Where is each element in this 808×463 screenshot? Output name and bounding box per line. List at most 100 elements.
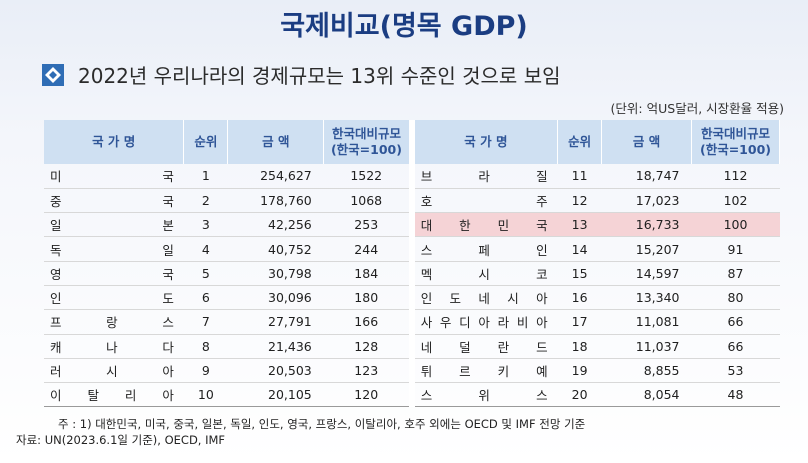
- country-char: 우: [439, 315, 452, 331]
- relative-cell: 112: [691, 164, 780, 189]
- relative-cell: 66: [691, 309, 780, 335]
- rank-cell: 18: [557, 334, 602, 359]
- header-relative-left: 한국대비규모 (한국=100): [323, 120, 413, 164]
- unit-note: (단위: 억US달러, 시장환율 적용): [610, 101, 784, 116]
- country-char: 독: [50, 242, 62, 258]
- rank-cell: 19: [557, 358, 602, 384]
- relative-cell: 1068: [323, 188, 412, 214]
- amount-cell: 8,054: [601, 382, 692, 408]
- rank-cell: 11: [557, 164, 602, 189]
- country-char: 스: [536, 388, 548, 404]
- country-char: 사: [420, 315, 433, 331]
- header-amount-right: 금 액: [601, 120, 692, 164]
- amount-cell: 21,436: [227, 334, 324, 359]
- country-char: 드: [536, 339, 548, 355]
- country-char: 질: [536, 169, 548, 185]
- amount-cell: 17,023: [601, 188, 692, 214]
- country-char: 키: [497, 364, 510, 380]
- relative-cell: 80: [691, 285, 780, 311]
- country-char: 네: [420, 339, 433, 355]
- source-note: 자료: UN(2023.6.1일 기준), OECD, IMF: [16, 433, 226, 447]
- rank-cell: 13: [557, 212, 602, 238]
- relative-cell: 48: [691, 382, 780, 408]
- rank-cell: 10: [183, 382, 228, 408]
- amount-cell: 15,207: [601, 236, 692, 262]
- country-char: 다: [162, 339, 174, 355]
- country-char: 인: [536, 242, 548, 258]
- table-row: 독 일 4 40,752 244 스 페 인 14 15,207 91: [44, 236, 780, 262]
- country-char: 리: [124, 388, 137, 404]
- relative-cell: 180: [323, 285, 412, 311]
- country-char: 덜: [459, 339, 471, 355]
- country-char: 국: [162, 169, 174, 185]
- amount-cell: 20,503: [227, 358, 324, 384]
- header-country-right: 국 가 명: [408, 120, 559, 164]
- country-char: 아: [162, 364, 174, 380]
- rank-cell: 1: [183, 164, 228, 189]
- country-char: 대: [420, 218, 433, 234]
- table-row: 캐 나 다 8 21,436 128 네 덜 란 드 18 11,037 66: [44, 334, 780, 359]
- country-char: 이: [50, 388, 62, 404]
- country-char: 본: [162, 218, 174, 234]
- country-char: 국: [536, 218, 548, 234]
- diamond-bullet-icon: [42, 63, 64, 86]
- rank-cell: 14: [557, 236, 602, 262]
- country-char: 일: [50, 218, 62, 234]
- country-char: 스: [162, 315, 174, 331]
- country-char: 위: [478, 388, 490, 404]
- amount-cell: 16,733: [601, 212, 692, 238]
- amount-cell: 13,340: [601, 285, 692, 311]
- country-char: 나: [106, 339, 118, 355]
- country-char: 프: [50, 315, 62, 331]
- country-char: 시: [106, 364, 118, 380]
- rank-cell: 6: [183, 285, 228, 311]
- page-title: 국제비교(명목 GDP): [280, 11, 528, 42]
- country-char: 라: [478, 169, 490, 185]
- country-char: 도: [162, 291, 174, 307]
- country-char: 인: [420, 291, 433, 307]
- rank-cell: 4: [183, 236, 228, 262]
- relative-cell: 1522: [323, 164, 412, 189]
- country-char: 멕: [420, 266, 433, 282]
- relative-cell: 91: [691, 236, 780, 262]
- subtitle: 2022년 우리나라의 경제규모는 13위 수준인 것으로 보임: [78, 64, 561, 88]
- country-char: 페: [478, 242, 490, 258]
- country-char: 코: [536, 266, 548, 282]
- footnote: 주 : 1) 대한민국, 미국, 중국, 일본, 독일, 인도, 영국, 프랑스…: [58, 417, 586, 431]
- relative-cell: 253: [323, 212, 412, 238]
- relative-cell: 184: [323, 261, 412, 286]
- relative-cell: 166: [323, 309, 412, 335]
- relative-cell: 128: [323, 334, 412, 359]
- table-body: 미 국 1 254,627 1522 브 라 질 11 18,747 112 중 국 2 178,760 10…: [44, 164, 780, 408]
- table-row: 이 탈 리 아 10 20,105 120 스 위 스 20 8,054 48: [44, 382, 780, 408]
- rank-cell: 7: [183, 309, 228, 335]
- header-amount-left: 금 액: [227, 120, 325, 164]
- country-char: 시: [507, 291, 519, 307]
- country-char: 국: [162, 266, 174, 282]
- rank-cell: 9: [183, 358, 228, 384]
- rank-cell: 5: [183, 261, 228, 286]
- country-char: 호: [420, 193, 433, 209]
- table-row: 일 본 3 42,256 253 대 한 민 국 13 16,733 100: [44, 212, 780, 238]
- amount-cell: 254,627: [227, 164, 324, 189]
- relative-cell: 100: [691, 212, 780, 238]
